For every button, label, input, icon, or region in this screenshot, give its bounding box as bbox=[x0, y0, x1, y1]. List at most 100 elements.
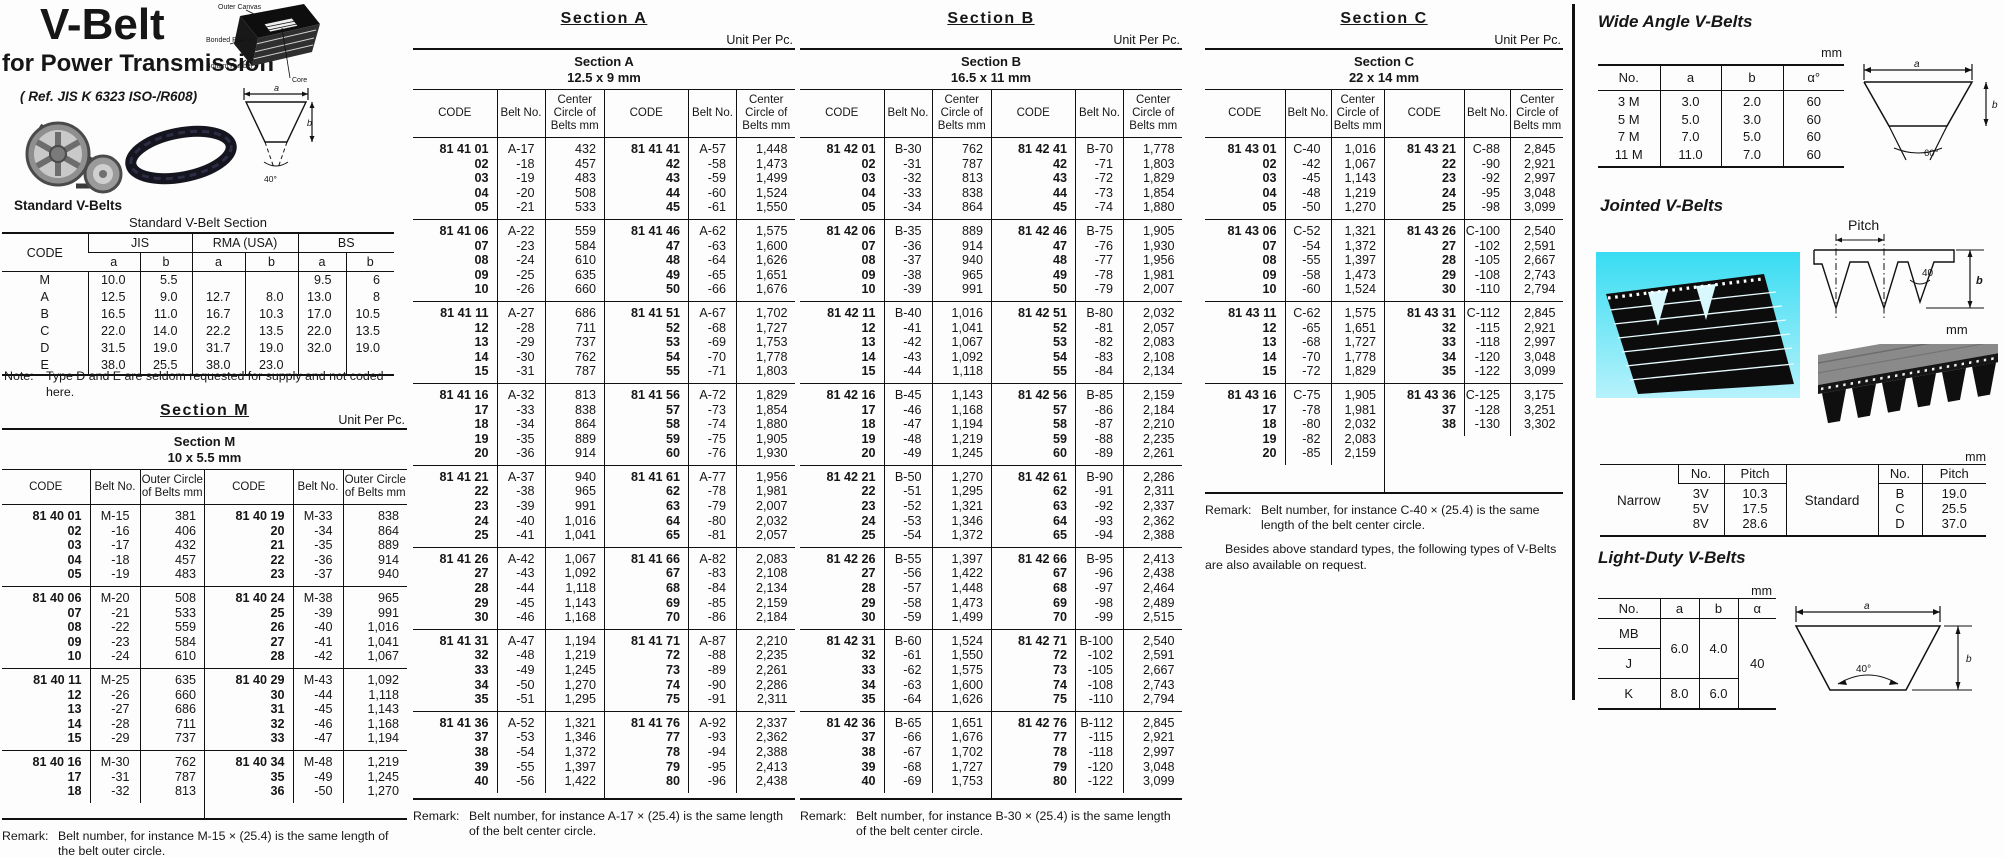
belt-code: 29 bbox=[474, 595, 489, 610]
belt-row: 30 -110 2,794 bbox=[1385, 282, 1563, 302]
belt-row: 30 -44 1,118 bbox=[205, 687, 407, 703]
belt-no: -45 bbox=[292, 702, 343, 717]
cell: 19.0 bbox=[345, 340, 394, 357]
belt-circle: 432 bbox=[544, 137, 604, 157]
belt-no: -84 bbox=[688, 581, 737, 596]
belt-circle: 1,727 bbox=[736, 320, 795, 336]
belt-code: 18 bbox=[1262, 417, 1277, 432]
belt-group: 81 40 11 M-25 635 12 -26 660 13 -27 686 14 -28 711 1… bbox=[2, 668, 204, 751]
belt-code: 23 bbox=[270, 567, 285, 582]
belt-row: 19 -48 1,219 bbox=[800, 431, 991, 447]
belt-row: 59 -88 2,235 bbox=[992, 431, 1182, 447]
belt-no: -78 bbox=[1284, 402, 1331, 418]
belt-circle: 1,727 bbox=[931, 759, 991, 775]
belt-row: 17 -46 1,168 bbox=[800, 402, 991, 418]
belt-code: 81 43 26 bbox=[1406, 223, 1456, 238]
section-c-heading: Section C bbox=[1340, 10, 1428, 27]
belt-row: 02 -16 406 bbox=[2, 523, 204, 539]
belt-row: 12 -65 1,651 bbox=[1205, 320, 1384, 336]
belt-row: 22 -38 965 bbox=[413, 484, 604, 500]
table-row: A 12.5 9.0 12.7 8.0 13.0 8 bbox=[2, 289, 394, 306]
belt-circle: 991 bbox=[931, 282, 991, 302]
belt-code: 81 42 21 bbox=[826, 469, 876, 484]
belt-circle: 1,905 bbox=[1330, 383, 1384, 403]
belt-row: 68 -97 2,464 bbox=[992, 581, 1182, 596]
remark-label: Remark: bbox=[2, 829, 49, 843]
belt-row: 03 -19 483 bbox=[413, 171, 604, 186]
cell: 5.5 bbox=[139, 271, 192, 289]
belt-circle: 889 bbox=[342, 538, 407, 553]
cell: 5.0 bbox=[1720, 128, 1783, 146]
belt-row: 81 42 46 B-75 1,905 bbox=[992, 219, 1182, 239]
belt-code: 45 bbox=[665, 200, 680, 215]
belt-circle: 1,702 bbox=[931, 744, 991, 760]
cell: E bbox=[40, 358, 49, 372]
belt-circle: 1,422 bbox=[544, 774, 604, 793]
circle-header: Center Circle of Belts mm bbox=[1330, 90, 1384, 138]
belt-code: 26 bbox=[270, 620, 285, 635]
belt-circle: 2,489 bbox=[1123, 595, 1182, 611]
belt-circle: 2,159 bbox=[1330, 446, 1384, 465]
belt-no: -18 bbox=[496, 156, 545, 172]
belt-group: 81 43 06 C-52 1,321 07 -54 1,372 08 -55 1,397 09-… bbox=[1205, 219, 1384, 302]
belt-row: 81 41 76 A-92 2,337 bbox=[605, 711, 795, 731]
belt-code: 10 bbox=[67, 649, 82, 664]
belt-row: 79 -120 3,048 bbox=[992, 759, 1182, 775]
belt-row: 33 -118 2,997 bbox=[1385, 335, 1563, 350]
belt-row: 15 -44 1,118 bbox=[800, 364, 991, 384]
belt-group: 81 42 01 B-30 762 02 -31 787 03 -32 813 04 -33 838 0… bbox=[800, 137, 991, 220]
table-row: C 22.0 14.0 22.2 13.5 22.0 13.5 bbox=[2, 323, 394, 340]
cell: B bbox=[40, 307, 49, 321]
belt-code: 37 bbox=[1441, 402, 1456, 417]
belt-circle: 635 bbox=[544, 267, 604, 283]
belt-no: -60 bbox=[1284, 282, 1331, 302]
belt-circle: 1,372 bbox=[931, 528, 991, 548]
belt-code: 09 bbox=[67, 634, 82, 649]
belt-code: 35 bbox=[1441, 364, 1456, 379]
belt-circle: 1,092 bbox=[342, 668, 407, 688]
belt-row: 24 -53 1,346 bbox=[800, 513, 991, 529]
cell: 60 bbox=[1782, 128, 1844, 146]
belt-no: -39 bbox=[496, 499, 545, 514]
value: B bbox=[1895, 486, 1905, 501]
belt-code: 35 bbox=[270, 769, 285, 784]
code-header: CODE bbox=[800, 90, 884, 138]
belt-code: 23 bbox=[1441, 171, 1456, 186]
belt-row: 25 -98 3,099 bbox=[1385, 200, 1563, 220]
belt-no: -40 bbox=[292, 620, 343, 635]
belt-no: -92 bbox=[1075, 499, 1124, 514]
belt-code: 81 41 26 bbox=[439, 551, 489, 566]
belt-group: 81 42 76 B-112 2,845 77 -115 2,921 78 -118 2,997… bbox=[991, 711, 1182, 793]
belt-code: 81 42 71 bbox=[1017, 633, 1067, 648]
belt-no: -31 bbox=[89, 769, 140, 785]
belt-row: 05 -19 483 bbox=[2, 567, 204, 587]
belt-row: 80 -96 2,438 bbox=[605, 774, 795, 793]
belt-row: 05 -34 864 bbox=[800, 200, 991, 220]
belt-code: 57 bbox=[665, 402, 680, 417]
belt-circle: 2,464 bbox=[1123, 581, 1182, 596]
belt-no: -105 bbox=[1075, 663, 1124, 678]
belt-row: 38 -130 3,302 bbox=[1385, 417, 1563, 436]
belt-no: -29 bbox=[89, 731, 140, 751]
belt-circle: 2,362 bbox=[736, 730, 795, 745]
belt-group: 81 41 51 A-67 1,702 52 -68 1,727 53 -69 1,753 54-… bbox=[604, 301, 795, 384]
belt-code: 81 43 16 bbox=[1227, 387, 1277, 402]
belt-group: 81 41 46 A-62 1,575 47 -63 1,600 48 -64 1,626 49-… bbox=[604, 219, 795, 302]
belt-circle: 2,921 bbox=[1510, 320, 1563, 336]
cell: 31.7 bbox=[191, 340, 245, 357]
belt-no: -130 bbox=[1464, 417, 1511, 436]
cell: 3.0 bbox=[1720, 110, 1783, 128]
belt-row: 45 -61 1,550 bbox=[605, 200, 795, 220]
belt-code: 73 bbox=[665, 663, 680, 677]
belt-circle: 1,753 bbox=[931, 774, 991, 793]
cell: 13.5 bbox=[244, 323, 298, 340]
belt-no: -74 bbox=[1075, 200, 1124, 220]
belt-circle: 2,413 bbox=[1123, 547, 1182, 567]
belt-circle: 2,540 bbox=[1123, 629, 1182, 649]
belt-circle: 559 bbox=[544, 219, 604, 239]
belt-no: C-75 bbox=[1284, 383, 1331, 403]
belt-circle: 1,524 bbox=[1330, 282, 1384, 302]
belt-no: -64 bbox=[883, 692, 932, 712]
belt-code: 81 42 61 bbox=[1017, 469, 1067, 484]
b-header: b bbox=[139, 252, 192, 272]
